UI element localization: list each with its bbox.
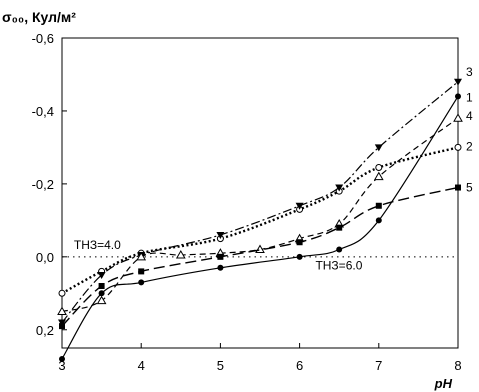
series-1-point [455,93,461,100]
series-4-label: 4 [466,109,473,123]
series-3-point [216,231,225,239]
x-tick-label: 5 [217,358,224,373]
series-1 [59,93,461,362]
series-4-point [453,113,463,122]
series-4-line [61,117,459,313]
series-2-label: 2 [466,139,473,153]
series-1-point [336,246,343,253]
plot-area-border [61,37,459,349]
y-axis-title: σ₀₀, Кул/м² [2,9,76,25]
series-3-label: 3 [466,65,473,79]
series-1-point [98,290,105,297]
series-5-point [217,253,224,260]
series-1-point [217,264,224,271]
series-3-point [58,319,66,327]
series-1-point [296,253,303,260]
series-5 [59,184,461,330]
series-3-point [295,202,304,210]
x-tick-label: 7 [375,358,382,373]
series-4-point [175,249,186,259]
series-3-point [335,184,344,192]
y-tick-label: -0,4 [32,104,54,119]
series-5-line [61,186,459,327]
series-2 [58,143,462,297]
x-tick-label: 8 [454,358,461,373]
series-5-label: 5 [466,181,473,195]
series-4-point [136,251,147,261]
series-2-point [454,143,462,151]
x-tick-label: 6 [296,358,303,373]
x-tick-label: 4 [138,358,145,373]
series-5-point [455,184,461,191]
series-1-point [138,279,145,286]
series-4-point [96,295,107,305]
series-labels: 1 2 3 4 5 [466,65,473,195]
series-2-line [61,146,459,295]
series-5-point [375,202,382,209]
series-3-line [61,81,459,323]
series-1-line [61,96,459,360]
series-5-point [138,268,145,275]
annotations: ТНЗ=4.0 ТНЗ=6.0 [74,238,363,273]
x-axis-title: pH [434,376,453,391]
series-5-point [59,323,65,330]
y-tick-label: 0,0 [36,250,54,265]
series-1-label: 1 [466,90,473,104]
series-4-point [57,306,67,316]
series-3-point [374,144,383,152]
y-axis: -0,6 -0,4 -0,2 0,0 0,2 [32,31,67,338]
y-tick-label: -0,2 [32,177,54,192]
series-5-point [296,239,303,246]
series-5-point [336,224,343,231]
y-tick-label: -0,6 [32,31,54,46]
series-2-point [58,289,66,297]
series-2-point [375,163,383,171]
series-1-point [59,355,65,362]
x-tick-label: 3 [58,358,65,373]
annotation-label: ТНЗ=6.0 [315,259,362,273]
y-tick-label: 0,2 [36,323,54,338]
annotation-label: ТНЗ=4.0 [74,238,121,252]
series-4-point [373,171,384,181]
series-5-point [98,283,105,289]
series-group [57,78,463,362]
series-3 [58,78,462,327]
series-3-point [454,78,462,86]
series-3-point [97,272,106,280]
x-axis: 3 4 5 6 7 8 [58,343,462,373]
plot-frame [61,37,459,349]
series-1-point [375,217,382,224]
